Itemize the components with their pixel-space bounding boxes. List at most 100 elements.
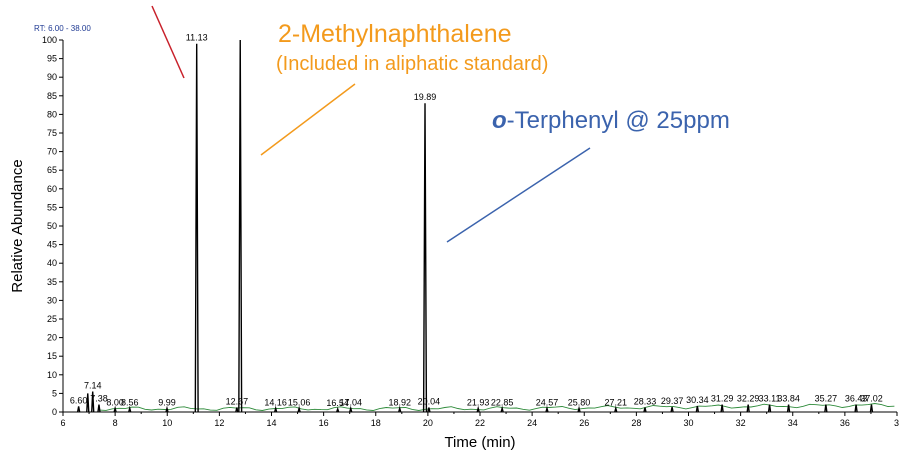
peak-mark xyxy=(273,405,278,413)
y-tick-label: 15 xyxy=(47,351,57,361)
peak-label: 16.54 xyxy=(326,398,349,408)
y-tick-label: 10 xyxy=(47,370,57,380)
annotation-terphenyl-rest: -Terphenyl @ 25ppm xyxy=(507,107,730,134)
peak-mark xyxy=(422,103,428,413)
peak-label: 28.33 xyxy=(634,397,657,407)
y-tick-label: 40 xyxy=(47,258,57,268)
peak-mark xyxy=(297,405,301,413)
peak-mark xyxy=(128,405,132,413)
peak-mark xyxy=(76,406,81,413)
peak-mark xyxy=(746,404,750,413)
peak-mark xyxy=(767,404,772,413)
peak-label: 18.92 xyxy=(388,397,411,407)
y-tick-label: 50 xyxy=(47,221,57,231)
x-axis-title: Time (min) xyxy=(444,434,515,451)
peak-mark xyxy=(545,405,549,413)
y-tick-label: 35 xyxy=(47,277,57,287)
peak-mark xyxy=(427,407,431,413)
peak-mark xyxy=(238,39,243,413)
peak-label: 25.80 xyxy=(568,397,591,407)
peak-label: 15.06 xyxy=(288,397,311,407)
x-tick-label: 24 xyxy=(527,418,537,428)
peak-mark xyxy=(854,404,858,413)
peak-mark xyxy=(194,43,199,413)
peak-mark xyxy=(336,406,340,413)
peak-label: 29.37 xyxy=(661,396,684,406)
y-tick-label: 60 xyxy=(47,184,57,194)
annotation-terphenyl: o-Terphenyl @ 25ppm xyxy=(492,107,730,134)
peak-mark xyxy=(500,405,504,413)
baseline-trace xyxy=(99,403,895,411)
y-tick-label: 100 xyxy=(42,35,57,45)
peak-label: 21.93 xyxy=(467,397,490,407)
x-tick-label: 34 xyxy=(788,418,798,428)
peak-label: 33.84 xyxy=(777,394,800,404)
peak-mark xyxy=(97,404,101,413)
y-tick-label: 70 xyxy=(47,147,57,157)
blue-pointer-line xyxy=(446,147,591,243)
x-tick-label: 36 xyxy=(840,418,850,428)
peak-label: 14.16 xyxy=(264,397,287,407)
peak-mark xyxy=(577,405,581,413)
y-tick-label: 85 xyxy=(47,91,57,101)
x-tick-label: 18 xyxy=(371,418,381,428)
peak-label: 31.29 xyxy=(711,394,734,404)
x-tick-label: 10 xyxy=(162,418,172,428)
y-tick-label: 20 xyxy=(47,333,57,343)
x-tick-label: 6 xyxy=(60,418,65,428)
peak-label: 17.04 xyxy=(339,397,362,407)
x-tick-label: 8 xyxy=(113,418,118,428)
y-tick-label: 55 xyxy=(47,202,57,212)
peak-label: 11.13 xyxy=(186,33,208,43)
peak-label: 32.29 xyxy=(737,394,760,404)
peak-label: 6.60 xyxy=(70,395,88,405)
y-tick-label: 45 xyxy=(47,240,57,250)
peak-label: 35.27 xyxy=(815,394,838,404)
peak-label: 37.02 xyxy=(860,394,883,404)
peak-label: 30.34 xyxy=(686,395,709,405)
peak-mark xyxy=(476,405,480,413)
x-tick-label: 12 xyxy=(214,418,224,428)
peak-label: 27.21 xyxy=(605,397,628,407)
y-tick-label: 90 xyxy=(47,72,57,82)
peak-mark xyxy=(91,391,95,413)
y-tick-label: 75 xyxy=(47,128,57,138)
peak-mark xyxy=(670,407,674,413)
peak-label: 8.56 xyxy=(121,397,139,407)
x-tick-label: 20 xyxy=(423,418,433,428)
x-tick-label: 16 xyxy=(319,418,329,428)
peak-label: 36.43 xyxy=(845,394,868,404)
orange-pointer-line xyxy=(260,83,356,156)
y-tick-label: 80 xyxy=(47,109,57,119)
peak-label: 12.67 xyxy=(226,397,249,407)
peak-mark xyxy=(165,405,169,413)
peak-label: 19.89 xyxy=(414,92,437,102)
peak-label: 7.38 xyxy=(90,394,108,404)
peak-mark xyxy=(86,393,90,413)
peak-mark xyxy=(349,405,353,413)
x-tick-label: 22 xyxy=(475,418,485,428)
x-tick-label: 28 xyxy=(631,418,641,428)
x-tick-label: 14 xyxy=(266,418,276,428)
y-tick-label: 30 xyxy=(47,295,57,305)
peak-mark xyxy=(824,404,828,413)
peak-label: 9.99 xyxy=(158,397,176,407)
peak-mark xyxy=(235,407,239,413)
peak-label: 33.11 xyxy=(759,394,781,404)
peak-label: 22.85 xyxy=(491,397,514,407)
peak-label: 24.57 xyxy=(536,397,559,407)
peak-mark xyxy=(643,407,647,413)
annotation-terphenyl-prefix: o xyxy=(492,107,507,134)
peak-mark xyxy=(695,405,700,413)
y-tick-label: 0 xyxy=(52,407,57,417)
annotation-aliphatic-note: (Included in aliphatic standard) xyxy=(276,53,548,75)
y-tick-label: 95 xyxy=(47,54,57,64)
y-tick-label: 25 xyxy=(47,314,57,324)
peak-label: 20.04 xyxy=(418,397,441,407)
peak-label: 7.14 xyxy=(84,381,102,391)
peak-label: 8.00 xyxy=(106,397,124,407)
red-pointer-line xyxy=(151,5,185,79)
x-tick-label: 32 xyxy=(736,418,746,428)
